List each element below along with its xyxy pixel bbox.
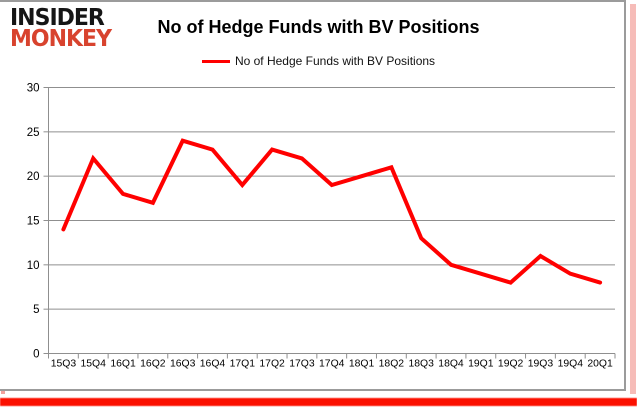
y-axis-label: 25 xyxy=(27,127,40,139)
y-axis-label: 10 xyxy=(27,260,40,272)
x-axis-label: 19Q4 xyxy=(558,359,584,370)
y-axis-label: 0 xyxy=(33,349,39,361)
x-axis-label: 16Q2 xyxy=(140,359,166,370)
legend-line-swatch xyxy=(201,59,230,63)
x-axis-label: 18Q3 xyxy=(408,359,434,370)
image-bottom-red-edge xyxy=(0,398,637,406)
x-axis-label: 16Q4 xyxy=(200,359,226,370)
x-axis-label: 19Q1 xyxy=(468,359,494,370)
x-axis-label: 15Q3 xyxy=(51,359,77,370)
legend-label: No of Hedge Funds with BV Positions xyxy=(234,54,436,68)
y-axis-label: 20 xyxy=(27,171,40,183)
x-axis-label: 15Q4 xyxy=(81,359,107,370)
logo-insider-text: INSIDER xyxy=(10,4,105,32)
x-axis-label: 20Q1 xyxy=(587,359,613,370)
y-axis-label: 30 xyxy=(27,83,40,95)
image-right-red-edge xyxy=(630,4,636,394)
x-axis-label: 17Q4 xyxy=(319,359,345,370)
x-axis-label: 17Q1 xyxy=(230,359,256,370)
chart-title: No of Hedge Funds with BV Positions xyxy=(157,17,480,37)
x-axis-label: 19Q3 xyxy=(528,359,554,370)
x-axis-label: 17Q2 xyxy=(259,359,285,370)
x-axis-label: 16Q3 xyxy=(170,359,196,370)
x-axis-label: 18Q1 xyxy=(349,359,375,370)
x-axis-label: 18Q4 xyxy=(438,359,464,370)
chart-frame xyxy=(0,0,626,391)
insider-monkey-logo: INSIDER MONKEY xyxy=(10,4,112,52)
x-axis-label: 18Q2 xyxy=(379,359,405,370)
data-series-line xyxy=(61,138,603,285)
x-axis-label: 17Q3 xyxy=(289,359,315,370)
y-axis-label: 5 xyxy=(33,304,39,316)
logo-monkey-text: MONKEY xyxy=(10,25,112,52)
chart-legend: No of Hedge Funds with BV Positions xyxy=(0,54,637,68)
y-axis-label: 15 xyxy=(27,216,40,228)
x-axis-label: 19Q2 xyxy=(498,359,524,370)
x-axis-label: 16Q1 xyxy=(110,359,136,370)
